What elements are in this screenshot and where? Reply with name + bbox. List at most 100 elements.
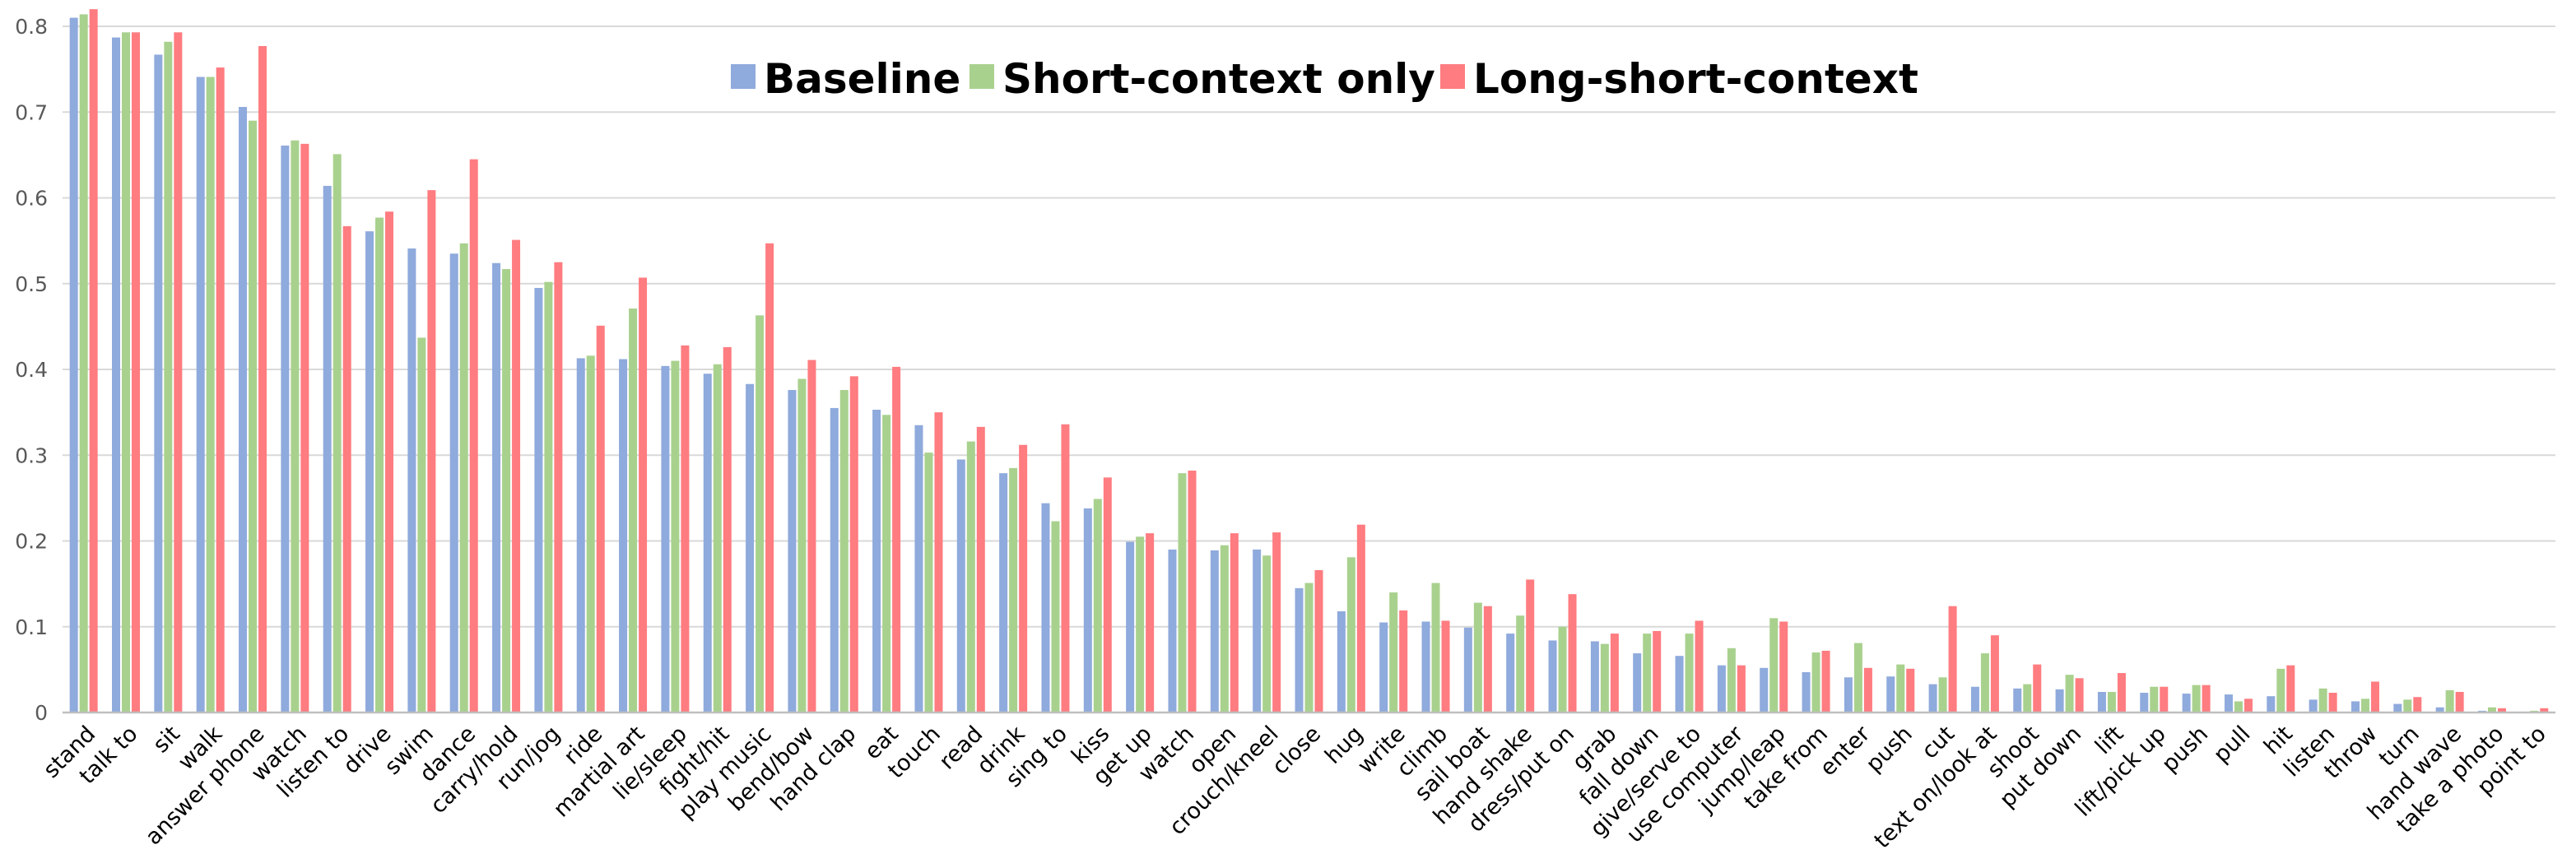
bar-baseline [492,262,501,713]
bar-baseline [1210,550,1219,713]
y-tick-label: 0.7 [15,100,48,124]
bar-short-context-only [2487,707,2496,713]
bar-baseline [1886,676,1895,713]
bar-long-short-context [1061,424,1070,713]
bar-short-context-only [1980,653,1989,713]
bar-short-context-only [629,308,638,713]
bar-long-short-context [2160,686,2169,713]
bar-long-short-context [1019,444,1028,713]
bar-long-short-context [1399,610,1408,713]
bar-long-short-context [469,159,478,713]
bar-long-short-context [89,9,98,713]
bar-baseline [534,287,543,713]
bar-long-short-context [2244,699,2253,713]
bar-short-context-only [1558,626,1567,713]
bar-long-short-context [976,426,985,713]
bar-long-short-context [1906,668,1915,713]
gridlines [63,26,2555,628]
bar-short-context-only [1431,583,1440,713]
bar-baseline [788,390,797,713]
bar-baseline [2140,693,2149,713]
bar-baseline [323,185,332,713]
bar-long-short-context [385,211,394,713]
bar-long-short-context [554,262,563,713]
bar-short-context-only [1811,652,1820,713]
bar-short-context-only [1938,677,1947,713]
bar-baseline [1126,541,1135,713]
bar-baseline [2182,694,2191,713]
bar-long-short-context [2497,708,2506,713]
y-tick-label: 0.2 [15,530,48,554]
legend-swatch-short-context-only [969,64,994,89]
bar-short-context-only [839,390,849,713]
bar-baseline [1717,665,1726,713]
bar-baseline [619,359,628,713]
bar-long-short-context [1314,569,1323,713]
bar-baseline [1041,503,1050,713]
legend-swatch-baseline [731,64,756,89]
bar-short-context-only [249,120,258,713]
bar-short-context-only [122,32,131,713]
x-tick-label: close [1267,722,1326,780]
bar-baseline [407,248,416,713]
bar-baseline [2097,691,2106,713]
bar-baseline [830,407,839,713]
bar-long-short-context [2117,673,2126,713]
bar-short-context-only [1304,583,1314,713]
bar-baseline [661,365,670,713]
bar-baseline [1844,677,1853,713]
bar-baseline [999,473,1008,713]
bar-short-context-only [1473,602,1482,713]
bar-baseline [196,77,205,713]
legend: Baseline Short-context only Long-short-c… [731,55,1918,103]
bar-short-context-only [2318,688,2327,713]
bar-baseline [1675,656,1684,713]
bar-short-context-only [1685,634,1694,713]
bar-long-short-context [1568,594,1577,713]
x-tick-label: push [1862,722,1918,777]
bar-baseline [2350,701,2360,713]
bar-short-context-only [1600,643,1609,713]
bar-short-context-only [586,355,595,713]
bar-long-short-context [2328,693,2337,713]
bar-long-short-context [216,67,225,713]
bar-long-short-context [1695,620,1704,713]
bar-baseline [576,358,585,713]
bar-long-short-context [1990,635,1999,713]
bar-long-short-context [1272,532,1281,713]
bar-long-short-context [300,143,309,713]
bar-short-context-only [756,315,765,713]
y-axis-ticks: 0 0.1 0.2 0.3 0.4 0.5 0.6 0.7 0.8 [15,15,48,725]
bar-short-context-only [2065,675,2074,713]
bar-long-short-context [2033,664,2042,713]
bar-long-short-context [1441,620,1450,713]
legend-label-baseline: Baseline [764,55,960,103]
x-tick-label: pull [2209,722,2256,768]
bar-short-context-only [79,14,88,713]
bar-short-context-only [417,337,426,713]
bar-short-context-only [2445,689,2454,713]
bar-baseline [1337,610,1346,713]
bar-baseline [2013,688,2022,713]
bar-long-short-context [892,366,901,713]
y-tick-label: 0 [35,701,48,725]
bar-short-context-only [375,217,384,713]
bar-baseline [1928,684,1937,713]
bar-long-short-context [934,412,943,713]
bar-baseline [2435,707,2444,713]
bar-long-short-context [1653,630,1662,713]
bar-long-short-context [2540,708,2549,713]
legend-label-short-context-only: Short-context only [1002,55,1435,103]
bar-short-context-only [671,360,680,713]
bar-baseline [69,17,78,713]
bar-short-context-only [1220,545,1229,713]
bar-short-context-only [1727,648,1736,713]
bar-long-short-context [2202,685,2211,713]
bars [69,9,2549,713]
bar-short-context-only [2023,684,2032,713]
bar-short-context-only [459,243,468,713]
bar-baseline [956,459,965,713]
bar-long-short-context [512,239,521,713]
bar-long-short-context [1821,650,1830,713]
